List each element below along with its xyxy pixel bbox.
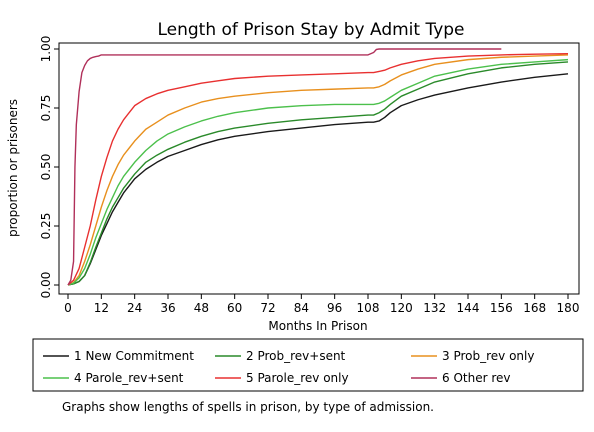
series-line-2 (67, 61, 569, 286)
x-tick-label: 156 (490, 301, 513, 315)
y-tick-label: 1.00 (39, 36, 53, 63)
y-tick-label: 0.75 (39, 95, 53, 122)
legend-label-2: 2 Prob_rev+sent (246, 349, 346, 363)
y-axis-label: proportion or prisoners (6, 99, 20, 237)
x-tick-label: 180 (557, 301, 580, 315)
x-tick-label: 48 (194, 301, 209, 315)
chart-note: Graphs show lengths of spells in prison,… (62, 400, 434, 414)
x-tick-label: 144 (457, 301, 480, 315)
series-line-4 (67, 58, 569, 286)
x-tick-label: 12 (94, 301, 109, 315)
legend-label-1: 1 New Commitment (74, 349, 194, 363)
legend-label-6: 6 Other rev (442, 371, 511, 385)
legend: 1 New Commitment 2 Prob_rev+sent 3 Prob_re… (43, 349, 534, 385)
series-line-5 (67, 53, 569, 286)
series-line-3 (67, 54, 569, 286)
y-tick-label: 0.50 (39, 154, 53, 181)
x-tick-label: 132 (423, 301, 446, 315)
x-tick-label: 24 (127, 301, 142, 315)
series-lines (67, 48, 569, 286)
y-axis: 0.00 0.25 0.50 0.75 1.00 (39, 36, 59, 299)
x-tick-label: 84 (294, 301, 309, 315)
legend-label-4: 4 Parole_rev+sent (74, 371, 184, 385)
x-tick-label: 0 (64, 301, 72, 315)
x-tick-label: 36 (160, 301, 175, 315)
chart-title: Length of Prison Stay by Admit Type (157, 20, 464, 40)
y-tick-label: 0.00 (39, 272, 53, 299)
series-line-1 (67, 73, 569, 286)
x-axis-label: Months In Prison (268, 319, 367, 333)
x-tick-label: 60 (227, 301, 242, 315)
x-tick-label: 120 (390, 301, 413, 315)
legend-label-3: 3 Prob_rev only (442, 349, 534, 363)
y-tick-label: 0.25 (39, 213, 53, 240)
x-tick-label: 168 (523, 301, 546, 315)
x-tick-label: 96 (327, 301, 342, 315)
legend-box (32, 338, 584, 392)
legend-label-5: 5 Parole_rev only (246, 371, 349, 385)
plot-frame (58, 42, 580, 295)
series-line-6 (67, 48, 502, 286)
x-axis: 0 12 24 36 48 60 72 84 96 108 120 132 144 156 168 180 (64, 294, 579, 315)
x-tick-label: 72 (260, 301, 275, 315)
x-tick-label: 108 (357, 301, 380, 315)
